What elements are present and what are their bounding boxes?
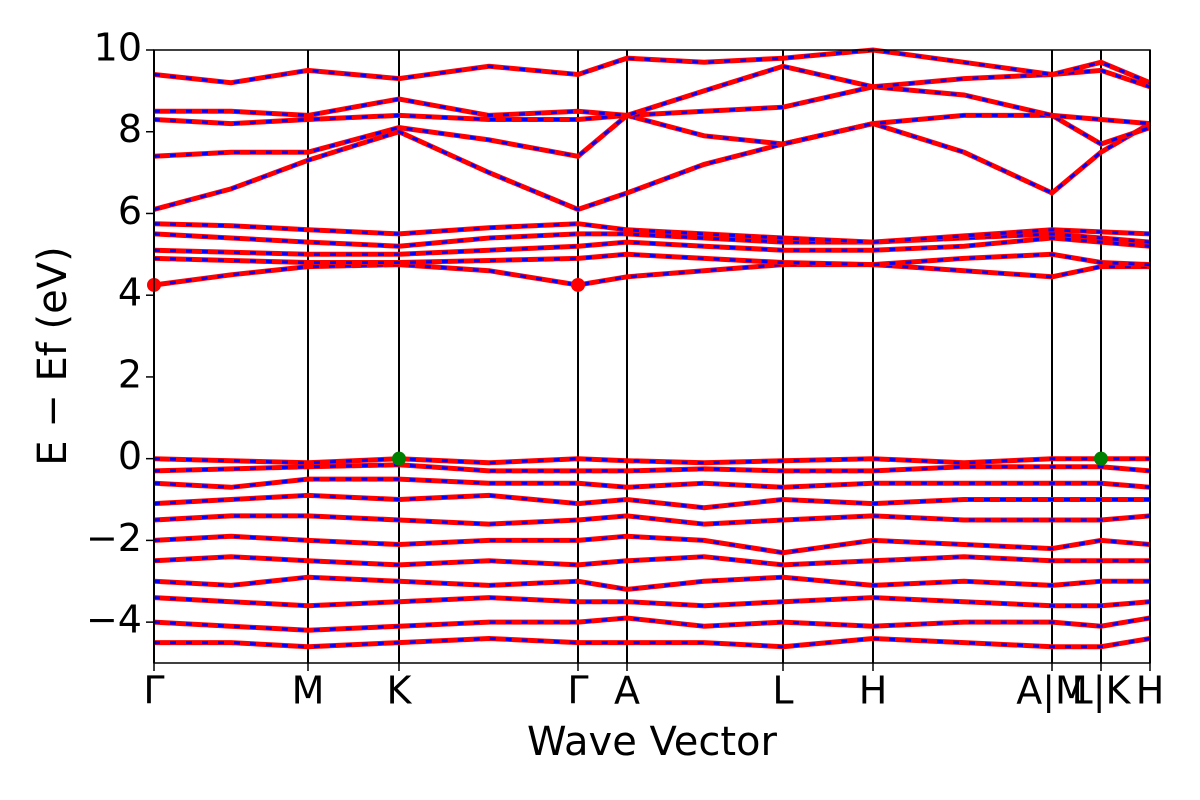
x-tick-label: L bbox=[772, 669, 793, 713]
x-tick-label: H bbox=[1136, 669, 1165, 713]
y-tick-label: 6 bbox=[118, 189, 142, 233]
band-line-dashed bbox=[153, 555, 1150, 567]
band-line-dashed bbox=[153, 616, 1151, 632]
x-tick-label: L|K bbox=[1072, 669, 1132, 714]
y-tick-label: −2 bbox=[86, 516, 142, 560]
band-line-dashed bbox=[154, 636, 1151, 649]
x-tick-label: Γ bbox=[567, 669, 588, 713]
y-tick-label: 0 bbox=[118, 434, 142, 478]
y-tick-label: 8 bbox=[118, 107, 142, 151]
band-line-dashed bbox=[153, 514, 1151, 526]
y-tick-label: 4 bbox=[118, 271, 142, 315]
x-tick-label: Γ bbox=[143, 669, 164, 713]
extremum-point bbox=[571, 277, 585, 292]
y-tick-label: 10 bbox=[94, 26, 142, 70]
band-line-dashed bbox=[153, 493, 1150, 510]
band-line-dashed bbox=[153, 236, 1151, 256]
plot-frame bbox=[153, 49, 1151, 664]
band-line-dashed bbox=[153, 113, 1151, 158]
x-tick-label: M bbox=[292, 669, 325, 713]
x-tick-label: A|M bbox=[1016, 669, 1088, 714]
band-line-dashed bbox=[153, 252, 1151, 267]
band-line bbox=[153, 121, 1152, 213]
band-line-dashed bbox=[153, 534, 1151, 555]
y-axis-label: E − Ef (eV) bbox=[30, 246, 76, 465]
band-line-dashed bbox=[153, 48, 1151, 85]
extremum-point bbox=[1094, 451, 1108, 466]
extremum-point bbox=[392, 451, 406, 466]
x-tick-label: H bbox=[859, 669, 888, 713]
x-axis-label: Wave Vector bbox=[527, 719, 778, 765]
x-tick-label: A bbox=[614, 669, 640, 713]
band-line-dashed bbox=[153, 232, 1151, 248]
band-line-dashed bbox=[153, 122, 1151, 212]
band-line-dashed bbox=[153, 575, 1150, 591]
x-tick-label: K bbox=[387, 669, 413, 713]
y-tick-label: 2 bbox=[118, 352, 142, 396]
band-line-dashed bbox=[153, 477, 1151, 489]
band-line-dashed bbox=[153, 222, 1151, 244]
band-line-dashed bbox=[153, 463, 1151, 473]
band-line-dashed bbox=[153, 263, 1150, 287]
y-tick-label: −4 bbox=[86, 598, 142, 642]
band-line-dashed bbox=[153, 596, 1151, 608]
band-line-dashed bbox=[153, 85, 1151, 126]
band-line-dashed bbox=[153, 457, 1150, 465]
band-line-dashed bbox=[154, 64, 1151, 117]
